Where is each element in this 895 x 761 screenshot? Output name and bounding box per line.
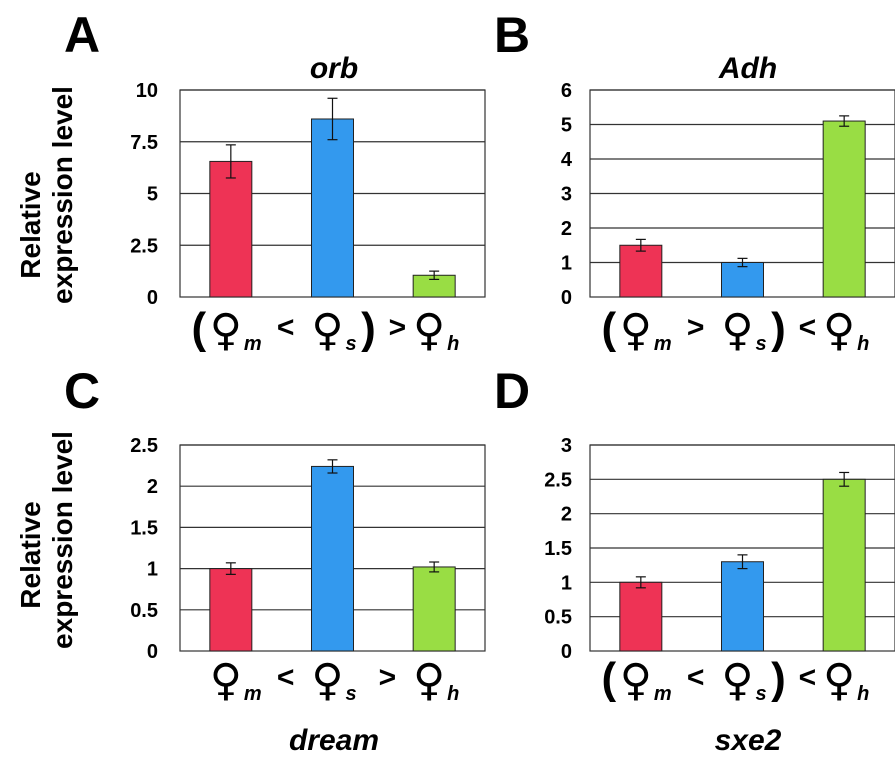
- bar-m: [620, 582, 662, 651]
- y-tick-label: 1: [561, 253, 572, 275]
- y-tick-label: 0.5: [544, 607, 572, 629]
- relation-operator-2: >: [389, 311, 407, 344]
- y-tick-label: 6: [561, 80, 572, 102]
- female-symbol-icon: ♀: [620, 655, 652, 706]
- female-symbol-icon: ♀: [721, 305, 753, 356]
- category-subscript: s: [346, 333, 357, 355]
- category-subscript: s: [346, 683, 357, 705]
- relation-operator-2: <: [799, 661, 817, 694]
- y-axis-label-bottom-line2: expression level: [47, 431, 78, 649]
- female-symbol-icon: ♀: [210, 305, 242, 356]
- gene-title: orb: [310, 52, 358, 85]
- relation-operator-2: >: [379, 661, 397, 694]
- y-tick-label: 1: [147, 559, 158, 581]
- gene-title: Adh: [718, 52, 777, 85]
- bar-s: [722, 562, 764, 651]
- category-subscript: m: [654, 333, 672, 355]
- panel-letter: A: [64, 7, 100, 63]
- y-tick-label: 0: [147, 641, 158, 663]
- female-symbol-icon: ♀: [721, 655, 753, 706]
- y-tick-label: 7.5: [130, 132, 158, 154]
- close-paren: ): [771, 304, 786, 353]
- panel-letter: D: [494, 363, 530, 419]
- bar-h: [823, 121, 865, 297]
- y-tick-label: 2.5: [130, 435, 158, 457]
- relation-operator-1: >: [687, 311, 705, 344]
- bar-m: [620, 245, 662, 297]
- bar-m: [210, 569, 252, 651]
- category-subscript: s: [756, 333, 767, 355]
- y-tick-label: 3: [561, 435, 572, 457]
- category-subscript: m: [244, 683, 262, 705]
- y-tick-label: 2.5: [130, 235, 158, 257]
- close-paren: ): [771, 654, 786, 703]
- female-symbol-icon: ♀: [413, 305, 445, 356]
- female-symbol-icon: ♀: [823, 655, 855, 706]
- gene-title: dream: [289, 724, 379, 757]
- female-symbol-icon: ♀: [413, 655, 445, 706]
- panel-letter: B: [494, 7, 530, 63]
- category-subscript: m: [654, 683, 672, 705]
- bar-h: [823, 479, 865, 651]
- y-axis-label-top-line2: expression level: [47, 86, 78, 304]
- category-subscript: s: [756, 683, 767, 705]
- y-tick-label: 4: [561, 149, 573, 171]
- category-subscript: h: [857, 333, 869, 355]
- y-tick-label: 2: [561, 218, 572, 240]
- female-symbol-icon: ♀: [311, 655, 343, 706]
- y-tick-label: 1.5: [130, 517, 158, 539]
- y-tick-label: 3: [561, 184, 572, 206]
- category-subscript: h: [857, 683, 869, 705]
- relation-operator-1: <: [277, 661, 295, 694]
- bar-s: [312, 466, 354, 651]
- y-tick-label: 0.5: [130, 600, 158, 622]
- y-tick-label: 2: [561, 504, 572, 526]
- category-subscript: m: [244, 333, 262, 355]
- y-tick-label: 1: [561, 572, 572, 594]
- bar-s: [722, 263, 764, 298]
- bar-s: [312, 119, 354, 297]
- panel-letter: C: [64, 363, 100, 419]
- y-tick-label: 1.5: [544, 538, 572, 560]
- female-symbol-icon: ♀: [823, 305, 855, 356]
- relation-operator-2: <: [799, 311, 817, 344]
- y-axis-label-top-line1: Relative: [15, 171, 46, 278]
- female-symbol-icon: ♀: [210, 655, 242, 706]
- open-paren: (: [602, 304, 617, 353]
- open-paren: (: [192, 304, 207, 353]
- relation-operator-1: <: [277, 311, 295, 344]
- bar-m: [210, 161, 252, 297]
- relation-operator-1: <: [687, 661, 705, 694]
- y-tick-label: 0: [147, 287, 158, 309]
- female-symbol-icon: ♀: [620, 305, 652, 356]
- y-tick-label: 5: [147, 184, 158, 206]
- y-tick-label: 2: [147, 476, 158, 498]
- open-paren: (: [602, 654, 617, 703]
- female-symbol-icon: ♀: [311, 305, 343, 356]
- y-tick-label: 5: [561, 115, 572, 137]
- y-tick-label: 10: [136, 80, 158, 102]
- y-tick-label: 2.5: [544, 469, 572, 491]
- close-paren: ): [361, 304, 376, 353]
- y-axis-label-bottom-line1: Relative: [15, 501, 46, 608]
- y-tick-label: 0: [561, 641, 572, 663]
- category-subscript: h: [447, 333, 459, 355]
- gene-title: sxe2: [715, 724, 782, 757]
- category-subscript: h: [447, 683, 459, 705]
- bar-h: [413, 567, 455, 651]
- y-tick-label: 0: [561, 287, 572, 309]
